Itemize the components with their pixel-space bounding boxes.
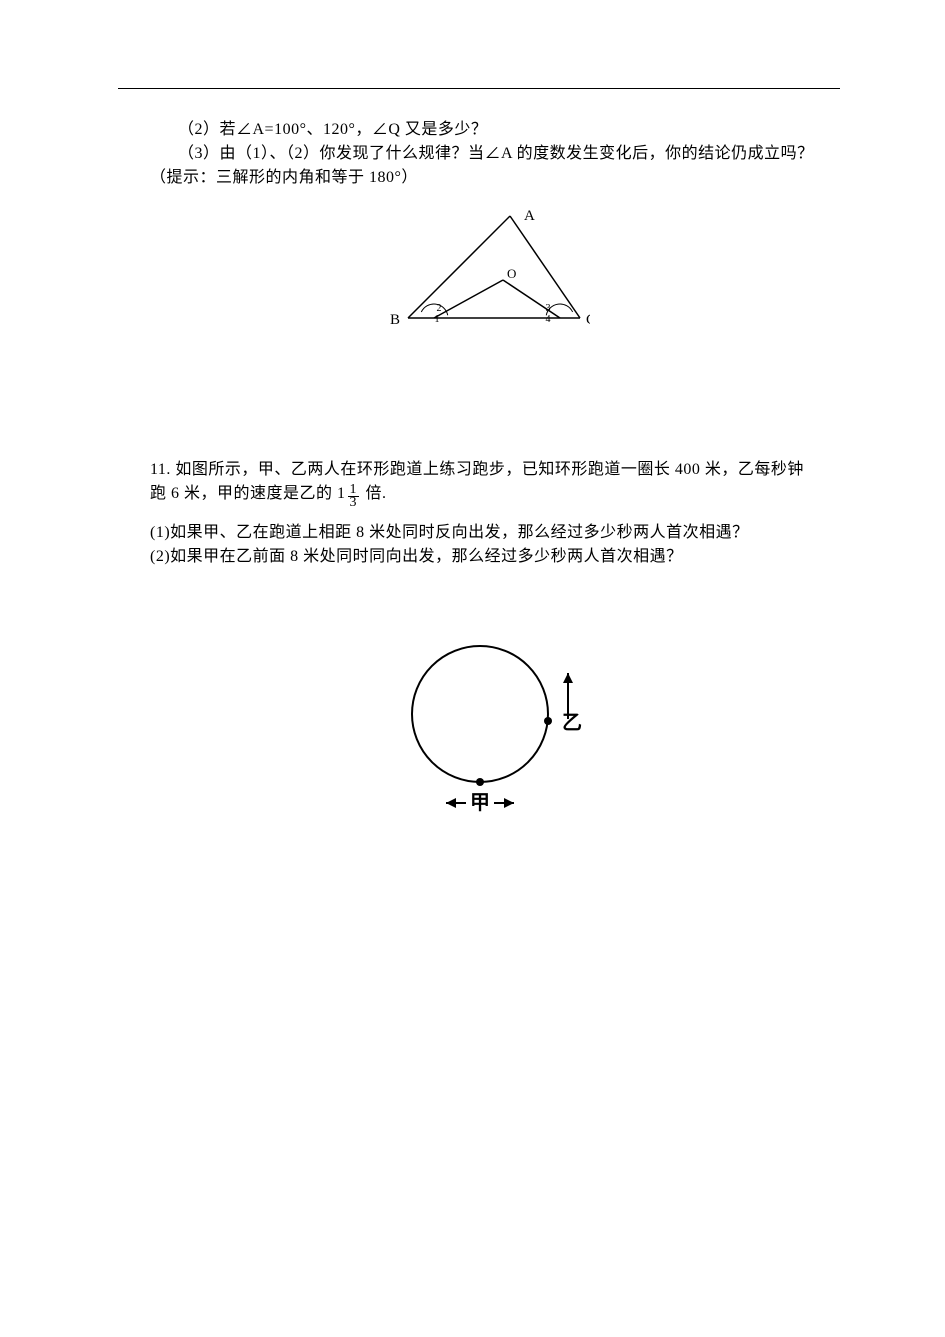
svg-text:2: 2	[437, 303, 442, 314]
svg-text:乙: 乙	[562, 712, 582, 734]
track-figure: 甲乙	[150, 629, 830, 829]
q11-lead-prefix: 跑 6 米，甲的速度是乙的 1	[150, 485, 346, 502]
triangle-svg: A B C O 21 34	[390, 208, 590, 338]
triangle-figure: A B C O 21 34	[150, 208, 830, 338]
svg-text:4: 4	[546, 314, 551, 325]
fraction-denominator: 3	[348, 496, 360, 509]
svg-text:3: 3	[546, 303, 551, 314]
svg-text:O: O	[507, 266, 516, 281]
fraction: 13	[348, 484, 360, 509]
q11-lead-line1: 11. 如图所示，甲、乙两人在环形跑道上练习跑步，已知环形跑道一圈长 400 米…	[150, 458, 830, 482]
track-svg: 甲乙	[380, 629, 600, 829]
prev-q-part3: （3）由（1）、（2）你发现了什么规律？当∠A 的度数发生变化后，你的结论仍成立…	[150, 142, 830, 166]
header-rule	[118, 88, 840, 89]
page: （2）若∠A=100°、120°，∠Q 又是多少？ （3）由（1）、（2）你发现…	[0, 0, 945, 1337]
svg-text:A: A	[524, 208, 535, 224]
svg-text:C: C	[586, 312, 590, 328]
q11-lead-line2: 跑 6 米，甲的速度是乙的 113 倍.	[150, 482, 830, 509]
prev-q-part2: （2）若∠A=100°、120°，∠Q 又是多少？	[150, 118, 830, 142]
svg-text:甲: 甲	[470, 792, 490, 814]
q11-lead-suffix: 倍.	[361, 485, 387, 502]
prev-q-hint: （提示：三解形的内角和等于 180°）	[150, 166, 830, 190]
q11-part2: (2)如果甲在乙前面 8 米处同时同向出发，那么经过多少秒两人首次相遇？	[150, 545, 830, 569]
svg-text:1: 1	[435, 314, 440, 325]
q11-part1: (1)如果甲、乙在跑道上相距 8 米处同时反向出发，那么经过多少秒两人首次相遇？	[150, 521, 830, 545]
svg-text:B: B	[390, 312, 400, 328]
